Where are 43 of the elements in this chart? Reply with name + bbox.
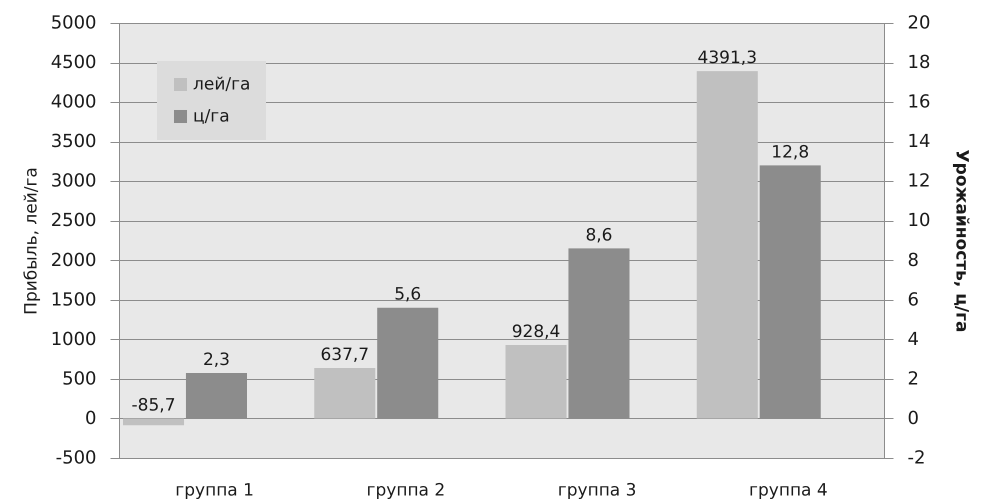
y-tick-label: -500 (56, 448, 96, 468)
y2-tick-label: 12 (908, 170, 930, 192)
data-label: -85,7 (132, 395, 176, 416)
x-tick-label: группа 3 (558, 480, 636, 500)
y2-tick-label: 8 (908, 250, 919, 271)
y2-tick-label: 18 (908, 52, 930, 74)
y2-tick-label: 0 (908, 408, 919, 429)
legend-label: лей/га (193, 74, 250, 94)
data-label: 637,7 (320, 345, 370, 366)
y-tick-label: 4000 (50, 92, 96, 113)
y2-tick-label: 16 (908, 92, 930, 113)
y-tick-label: 3500 (50, 131, 96, 152)
data-label: 12,8 (771, 142, 810, 162)
y2-tick-label: 6 (908, 289, 919, 310)
y-tick-label: 0 (85, 408, 96, 429)
y-tick-label: 2500 (50, 210, 96, 232)
bar (314, 368, 376, 418)
y-tick-label: 3000 (50, 170, 96, 192)
data-label: 4391,3 (698, 48, 758, 68)
x-tick-label: группа 1 (175, 480, 254, 500)
y2-axis-title: Урожайность, ц/га (951, 150, 972, 332)
y2-tick-label: 2 (908, 368, 919, 390)
y-tick-label: 500 (62, 368, 96, 390)
bar (696, 71, 758, 418)
y-tick-label: 1000 (50, 328, 96, 350)
data-label: 5,6 (394, 284, 422, 305)
y-axis-title: Прибыль, лей/га (22, 167, 42, 315)
y2-tick-label: -2 (908, 448, 926, 468)
data-label: 8,6 (585, 225, 612, 246)
y2-tick-label: 14 (908, 131, 930, 152)
bar (123, 418, 184, 426)
x-tick-label: группа 4 (749, 480, 828, 500)
y-tick-label: 1500 (50, 289, 96, 310)
y-tick-label: 5000 (50, 12, 96, 34)
y-tick-label: 2000 (50, 250, 96, 271)
legend-label: ц/га (193, 106, 230, 126)
y-tick-label: 4500 (50, 52, 96, 74)
data-label: 2,3 (202, 350, 230, 370)
data-label: 928,4 (512, 322, 560, 342)
x-tick-label: группа 2 (366, 480, 446, 500)
y2-tick-label: 10 (908, 210, 930, 232)
y2-tick-label: 4 (908, 328, 919, 350)
y2-tick-label: 20 (908, 12, 930, 34)
